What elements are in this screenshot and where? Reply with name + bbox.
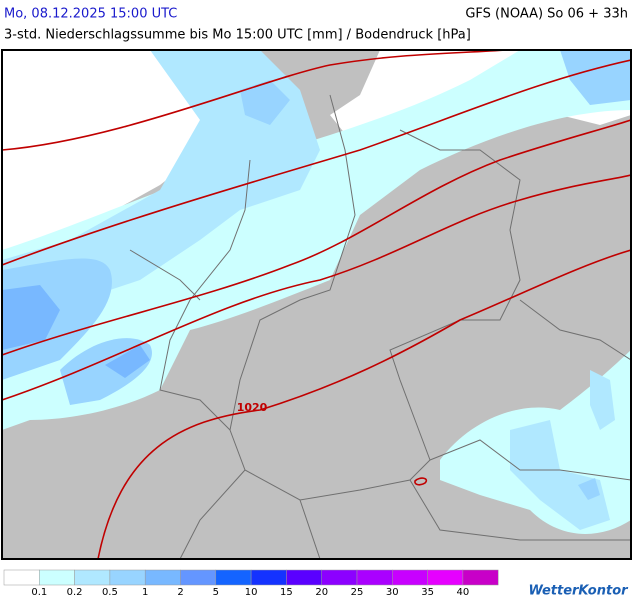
isobars	[2, 50, 631, 559]
map-subtitle: 3-std. Niederschlagssumme bis Mo 15:00 U…	[4, 28, 471, 43]
legend-label: 2	[177, 587, 183, 598]
legend-label: 30	[386, 587, 399, 598]
map-area: 1020	[2, 50, 631, 559]
legend-swatch	[109, 569, 146, 586]
legend-swatch	[286, 569, 322, 586]
legend-swatch	[427, 569, 464, 586]
legend-label: 0.1	[31, 587, 47, 598]
legend-label: 10	[245, 587, 258, 598]
legend-swatch	[250, 569, 287, 586]
precip-0.5	[590, 370, 615, 430]
legend-swatch	[215, 569, 252, 586]
precip-0.5	[2, 50, 320, 310]
legend-swatch	[3, 569, 40, 586]
model-info: GFS (NOAA) So 06 + 33h	[465, 7, 628, 22]
legend-label: 0.2	[67, 587, 83, 598]
legend-swatch	[392, 569, 428, 586]
precip-1	[578, 478, 600, 500]
precip-0.2	[2, 50, 631, 430]
precip-1	[240, 80, 290, 125]
map-title: Mo, 08.12.2025 15:00 UTC	[4, 7, 177, 22]
map-frame	[1, 49, 632, 560]
legend: 0.1 0.2 0.5 1 2 5 10 15 20 25 30 35 40	[3, 569, 499, 598]
legend-swatch	[462, 569, 499, 586]
legend-label: 40	[457, 587, 470, 598]
isobar-label: 1020	[237, 401, 268, 414]
precip-2	[2, 285, 60, 350]
brand-logo: WetterKontor	[528, 584, 629, 599]
legend-swatch	[74, 569, 111, 586]
legend-swatch	[144, 569, 181, 586]
legend-label: 20	[315, 587, 328, 598]
precip-0.5	[510, 420, 610, 530]
legend-label: 35	[421, 587, 434, 598]
legend-swatch	[356, 569, 393, 586]
legend-label: 25	[351, 587, 364, 598]
precip-2	[105, 345, 150, 378]
legend-label: 0.5	[102, 587, 118, 598]
borders	[129, 94, 631, 559]
legend-swatch	[39, 569, 75, 586]
legend-label: 15	[280, 587, 293, 598]
legend-label: 1	[142, 587, 148, 598]
legend-swatch	[321, 569, 358, 586]
legend-label: 5	[213, 587, 219, 598]
legend-swatch	[180, 569, 217, 586]
